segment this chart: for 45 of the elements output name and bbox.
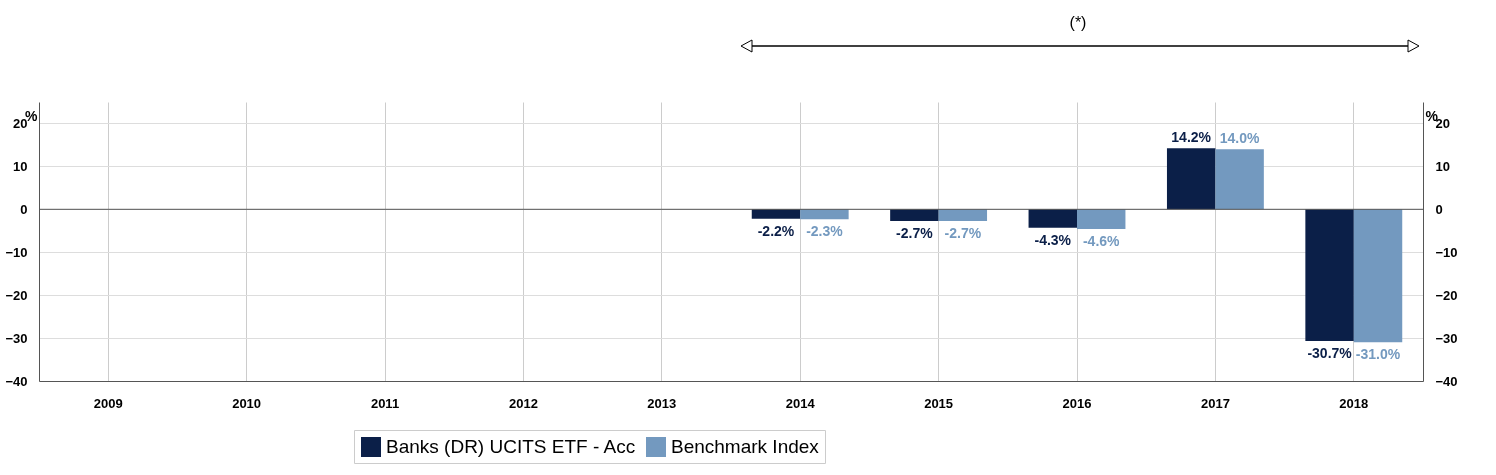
legend-label: Benchmark Index bbox=[671, 436, 820, 457]
data-label: -2.3% bbox=[806, 223, 844, 240]
bar bbox=[1215, 149, 1264, 210]
y-tick-label: −20 bbox=[5, 287, 28, 303]
x-tick-label: 2017 bbox=[1200, 395, 1230, 411]
y-tick-label: 0 bbox=[20, 201, 28, 217]
y-tick-label: −40 bbox=[5, 373, 28, 389]
x-tick-label: 2014 bbox=[785, 395, 816, 411]
y2-tick-label: 0 bbox=[1435, 201, 1443, 217]
y2-tick-label: −10 bbox=[1435, 244, 1458, 260]
x-tick-label: 2010 bbox=[232, 395, 262, 411]
data-label: -4.3% bbox=[1034, 231, 1072, 248]
x-tick-label: 2016 bbox=[1062, 395, 1092, 411]
data-label: -30.7% bbox=[1307, 345, 1353, 362]
data-label: 14.0% bbox=[1219, 130, 1261, 147]
legend-label: Banks (DR) UCITS ETF - Acc bbox=[386, 436, 636, 457]
y-tick-label: −10 bbox=[5, 244, 28, 260]
bar bbox=[938, 209, 988, 221]
bar bbox=[800, 209, 849, 220]
text: (*) bbox=[1068, 14, 1088, 32]
y2-tick-label: −20 bbox=[1435, 287, 1458, 303]
y2-tick-label: 10 bbox=[1435, 158, 1450, 174]
bar bbox=[1028, 209, 1077, 228]
x-tick-label: 2015 bbox=[924, 395, 954, 411]
y-tick-label: −30 bbox=[5, 330, 28, 346]
x-tick-label: 2012 bbox=[508, 395, 538, 411]
y2-tick-label: −30 bbox=[1435, 330, 1458, 346]
data-label: 14.2% bbox=[1171, 129, 1212, 146]
bar bbox=[1077, 209, 1126, 230]
data-label: -4.6% bbox=[1082, 233, 1121, 250]
y2-tick-label: −40 bbox=[1435, 373, 1458, 389]
data-label: -2.2% bbox=[757, 222, 795, 239]
data-label: -2.7% bbox=[944, 224, 982, 241]
x-tick-label: 2009 bbox=[93, 395, 123, 411]
bar bbox=[1305, 209, 1354, 342]
y-tick-label: 10 bbox=[13, 158, 28, 174]
bar bbox=[1166, 148, 1216, 210]
x-tick-label: 2013 bbox=[647, 395, 677, 411]
data-label: -31.0% bbox=[1355, 346, 1401, 363]
x-tick-label: 2018 bbox=[1339, 395, 1369, 411]
bar bbox=[1353, 209, 1403, 343]
bar bbox=[890, 209, 939, 221]
x-tick-label: 2011 bbox=[370, 395, 400, 411]
data-label: -2.7% bbox=[896, 224, 934, 241]
bar bbox=[751, 209, 801, 219]
